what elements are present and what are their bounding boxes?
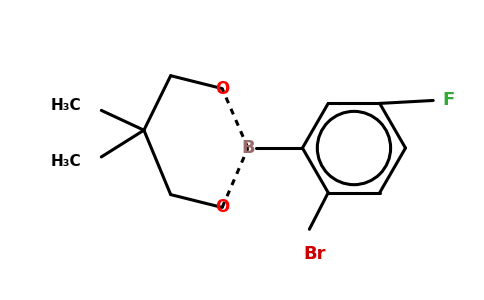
Text: O: O [215,199,229,217]
Text: Br: Br [303,245,326,263]
Text: H₃C: H₃C [51,154,81,169]
Text: B: B [241,139,255,157]
Text: O: O [215,80,229,98]
Text: F: F [442,92,454,110]
Text: H₃C: H₃C [51,98,81,113]
